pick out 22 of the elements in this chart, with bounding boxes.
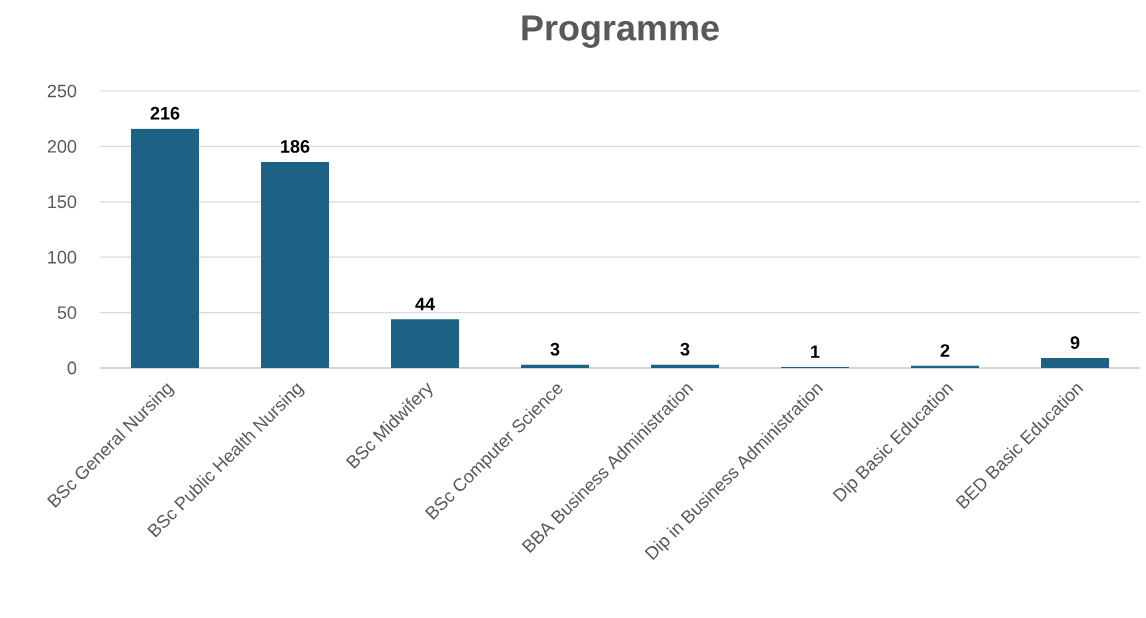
- bar: [391, 319, 459, 368]
- data-label: 9: [1070, 336, 1080, 349]
- bar: [651, 364, 719, 368]
- y-tick-label: 50: [57, 306, 77, 319]
- data-label: 44: [415, 297, 435, 311]
- data-label: 3: [550, 342, 560, 356]
- data-label: 216: [150, 106, 180, 120]
- y-tick-label: 150: [48, 195, 77, 209]
- bar: [521, 364, 589, 368]
- data-label: 2: [940, 344, 950, 357]
- y-tick-label: 250: [47, 84, 77, 98]
- data-label: 1: [811, 345, 820, 358]
- bar: [911, 365, 979, 368]
- data-label: 186: [281, 140, 310, 153]
- y-tick-label: 200: [47, 140, 77, 153]
- data-label: 3: [680, 342, 690, 356]
- chart-title: Programme: [522, 15, 719, 48]
- bar: [1041, 358, 1109, 368]
- bar: [131, 128, 200, 368]
- y-tick-label: 0: [67, 361, 77, 375]
- y-tick-label: 100: [48, 250, 77, 264]
- bar: [261, 161, 330, 368]
